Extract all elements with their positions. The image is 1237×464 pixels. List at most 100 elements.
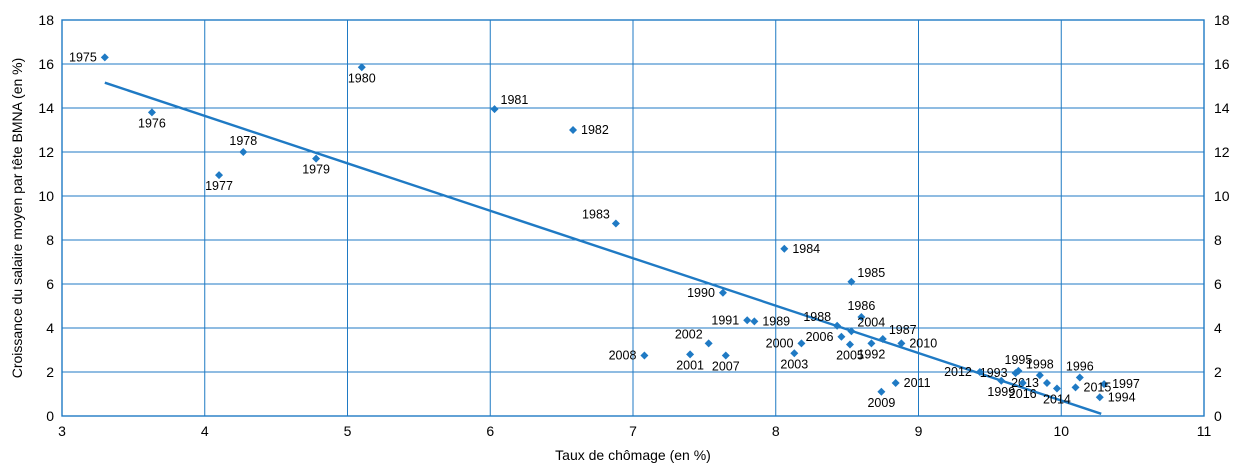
y-tick-left-4: 4: [46, 320, 54, 336]
point-label-1991: 1991: [711, 313, 739, 327]
y-tick-left-14: 14: [38, 100, 54, 116]
point-label-2011: 2011: [904, 376, 931, 390]
point-marker-2014: [1052, 384, 1061, 393]
point-marker-1996: [1075, 373, 1084, 382]
point-label-1979: 1979: [302, 163, 330, 177]
point-label-1983: 1983: [582, 208, 610, 222]
point-marker-2000: [797, 339, 806, 348]
point-label-1988: 1988: [803, 310, 831, 324]
point-marker-1985: [847, 277, 856, 286]
point-label-1997: 1997: [1112, 377, 1140, 391]
x-tick-9: 9: [915, 423, 923, 439]
x-tick-7: 7: [629, 423, 637, 439]
point-label-2006: 2006: [806, 330, 834, 344]
trend-line: [104, 81, 1102, 415]
point-label-2016: 2016: [1009, 387, 1037, 401]
point-label-1984: 1984: [792, 242, 820, 256]
x-tick-8: 8: [772, 423, 780, 439]
point-marker-1980: [357, 63, 366, 72]
x-tick-6: 6: [486, 423, 494, 439]
y-tick-right-12: 12: [1214, 144, 1230, 160]
x-axis-ticks: 3 4 5 6 7 8 9 10 11: [58, 423, 1211, 439]
x-tick-11: 11: [1197, 423, 1212, 439]
point-label-1994: 1994: [1108, 390, 1136, 404]
y-tick-right-10: 10: [1214, 188, 1230, 204]
point-label-1998: 1998: [1026, 357, 1054, 371]
point-label-1981: 1981: [501, 93, 529, 107]
x-tick-10: 10: [1053, 423, 1069, 439]
point-label-2010: 2010: [909, 336, 937, 350]
x-tick-3: 3: [58, 423, 66, 439]
point-marker-2016: [1018, 379, 1027, 387]
point-label-2015: 2015: [1084, 380, 1112, 394]
point-label-2012: 2012: [944, 365, 972, 379]
point-label-2002: 2002: [675, 327, 703, 341]
point-marker-1998: [1035, 371, 1044, 380]
point-marker-1981: [490, 105, 499, 114]
point-label-1992: 1992: [857, 347, 885, 361]
point-marker-1997: [1100, 380, 1109, 389]
point-marker-1995: [1014, 366, 1023, 375]
point-marker-2005: [845, 340, 854, 349]
point-label-1987: 1987: [889, 323, 917, 337]
point-marker-2003: [790, 349, 799, 358]
y-tick-right-14: 14: [1214, 100, 1230, 116]
point-marker-1975: [100, 53, 109, 62]
point-marker-1982: [569, 126, 578, 134]
point-marker-1986: [857, 313, 866, 321]
point-marker-2008: [640, 351, 649, 360]
point-label-1985: 1985: [857, 266, 885, 280]
point-label-1982: 1982: [581, 123, 609, 137]
y-tick-right-18: 18: [1214, 12, 1230, 28]
point-label-2003: 2003: [780, 357, 808, 371]
y-tick-left-16: 16: [38, 56, 54, 72]
y-tick-left-12: 12: [38, 144, 54, 160]
y-tick-right-8: 8: [1214, 232, 1222, 248]
point-marker-1989: [750, 317, 759, 326]
x-tick-5: 5: [344, 423, 352, 439]
y-axis-right-ticks: 0 2 4 6 8 10 12 14 16 18: [1214, 12, 1230, 424]
point-marker-1976: [147, 108, 156, 117]
point-marker-1999: [997, 376, 1006, 385]
point-marker-1988: [833, 321, 842, 330]
y-tick-left-2: 2: [46, 364, 54, 380]
point-marker-1987: [878, 335, 887, 343]
point-label-2007: 2007: [712, 360, 740, 374]
grid-lines: [61, 19, 1205, 417]
point-label-1977: 1977: [205, 179, 233, 193]
point-label-1995: 1995: [1005, 353, 1033, 367]
point-label-1996: 1996: [1066, 360, 1094, 374]
y-tick-left-10: 10: [38, 188, 54, 204]
point-marker-2004: [847, 327, 856, 336]
point-label-2001: 2001: [676, 358, 704, 372]
point-marker-2010: [897, 339, 906, 348]
y-tick-left-6: 6: [46, 276, 54, 292]
point-label-2009: 2009: [867, 396, 895, 410]
point-label-2005: 2005: [836, 349, 864, 363]
point-marker-1977: [215, 171, 224, 180]
y-tick-right-0: 0: [1214, 408, 1222, 424]
point-label-2000: 2000: [766, 336, 794, 350]
point-label-2008: 2008: [609, 349, 637, 363]
x-tick-4: 4: [201, 423, 209, 439]
point-label-1978: 1978: [229, 134, 257, 148]
point-label-1986: 1986: [847, 299, 875, 313]
point-marker-2002: [704, 339, 713, 348]
y-tick-right-4: 4: [1214, 320, 1222, 336]
point-label-1976: 1976: [138, 116, 166, 130]
point-marker-1991: [743, 316, 752, 325]
point-marker-2007: [721, 351, 730, 360]
y-tick-right-6: 6: [1214, 276, 1222, 292]
point-marker-1990: [718, 288, 727, 297]
y-axis-left-ticks: 0 2 4 6 8 10 12 14 16 18: [38, 12, 54, 424]
data-points: 1975 1976 1977 1978 1979 1980 1981 1982 1983 1984…: [69, 50, 1140, 409]
point-marker-1992: [867, 339, 876, 348]
x-axis-label: Taux de chômage (en %): [555, 447, 711, 463]
point-label-2014: 2014: [1043, 393, 1071, 407]
point-marker-2015: [1071, 383, 1080, 392]
point-label-1975: 1975: [69, 50, 97, 64]
y-axis-label: Croissance du salaire moyen par tête BMN…: [9, 58, 25, 379]
point-label-1980: 1980: [348, 71, 376, 85]
point-marker-1994: [1095, 393, 1104, 402]
point-marker-1978: [239, 148, 248, 156]
